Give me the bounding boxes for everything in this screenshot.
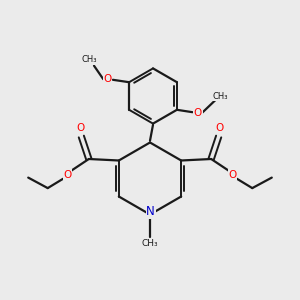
Text: CH₃: CH₃ [82,55,97,64]
Text: O: O [103,74,112,84]
Text: O: O [216,122,224,133]
Text: O: O [63,169,71,180]
Text: O: O [194,108,202,118]
Text: O: O [229,169,237,180]
Text: CH₃: CH₃ [142,239,158,248]
Text: N: N [146,205,155,218]
Text: O: O [76,122,84,133]
Text: CH₃: CH₃ [213,92,228,101]
